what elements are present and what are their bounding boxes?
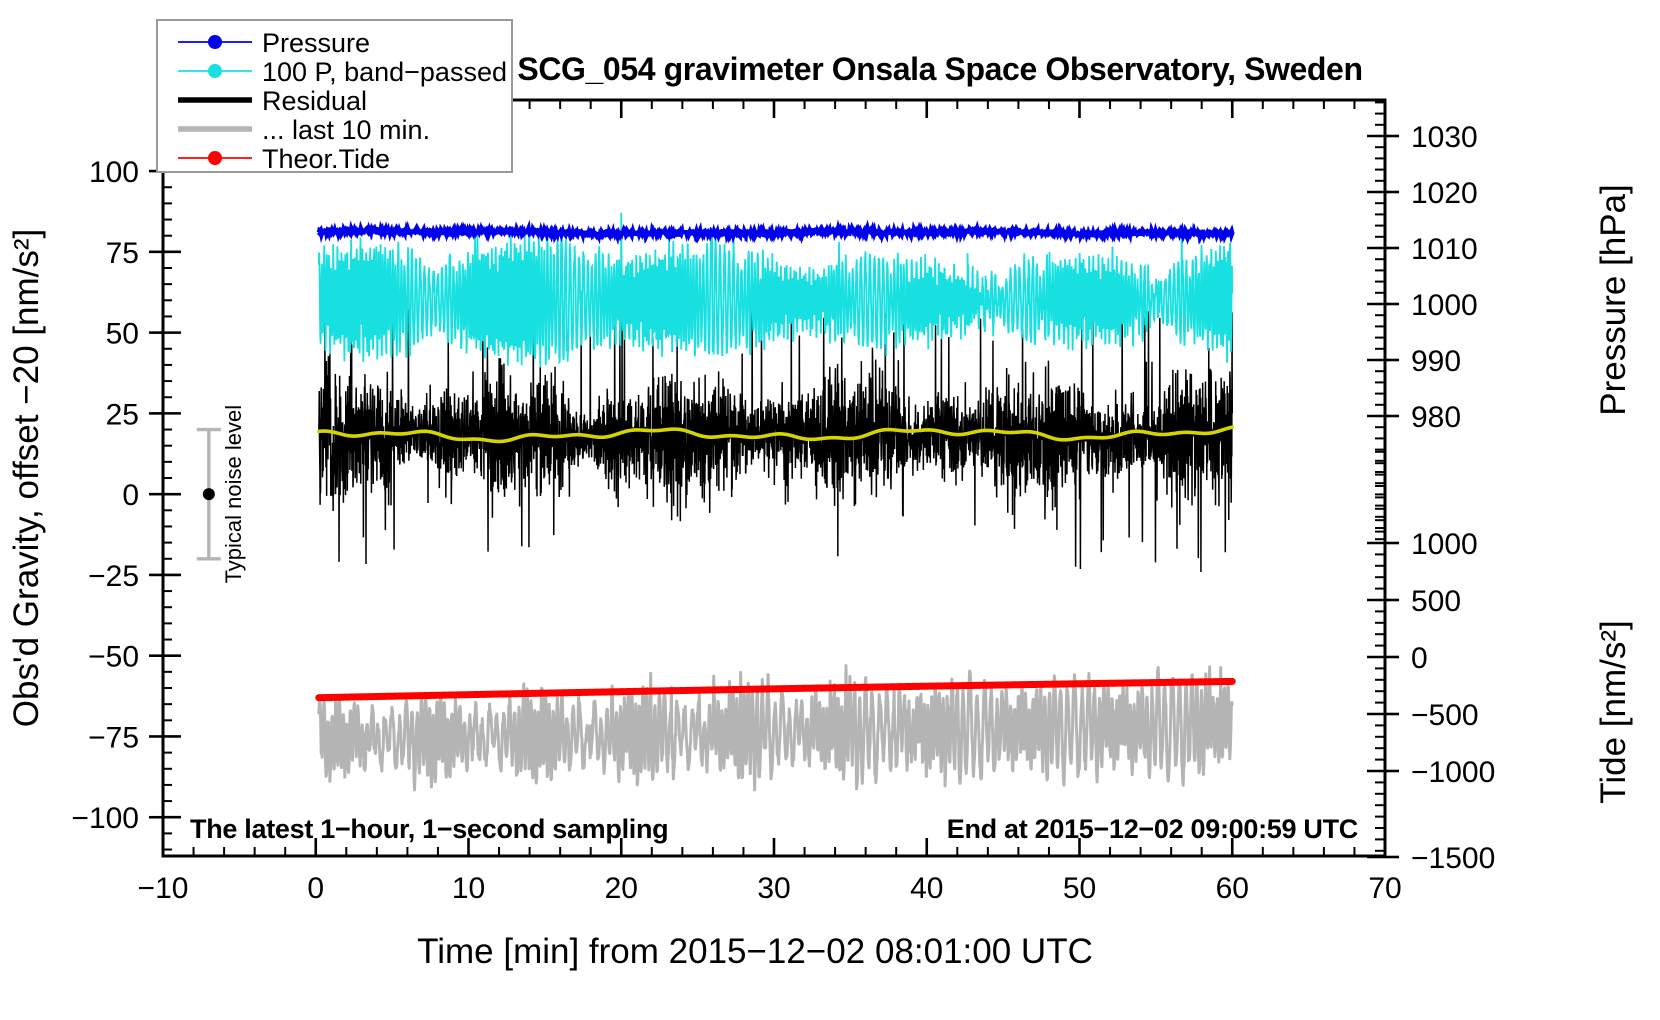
x-tick-label: 40	[910, 872, 943, 905]
y-tick-label-left: 100	[89, 156, 139, 189]
y-axis-left-title: Obs'd Gravity, offset −20 [nm/s²]	[7, 229, 46, 728]
y-tick-label-pressure: 1020	[1411, 177, 1478, 210]
legend-swatch-marker	[208, 35, 222, 49]
y-tick-label-left: 0	[122, 479, 139, 512]
chart-title: SCG_054 gravimeter Onsala Space Observat…	[517, 51, 1362, 87]
x-tick-label: 60	[1216, 872, 1249, 905]
typical-noise-level-marker: Typical noise level	[196, 405, 246, 584]
noise-center-dot	[202, 488, 215, 501]
y-tick-label-pressure: 980	[1411, 401, 1461, 434]
y-axis-right-tide-title: Tide [nm/s²]	[1594, 620, 1633, 803]
y-tick-label-left: −75	[88, 721, 139, 754]
y-tick-label-pressure: 1030	[1411, 121, 1478, 154]
y-tick-label-pressure: 1000	[1411, 289, 1478, 322]
axis-tick-labels-layer: −10 0 10 20 30 40 50 60 701007550250−25−50−75−10…	[71, 121, 1495, 905]
y-tick-label-tide: 1000	[1411, 528, 1478, 561]
y-tick-label-left: 75	[106, 237, 139, 270]
legend-item-label: ... last 10 min.	[262, 115, 430, 145]
x-tick-label: −10	[138, 872, 189, 905]
y-tick-label-tide: −500	[1411, 699, 1479, 732]
x-tick-label: 10	[452, 872, 485, 905]
y-tick-label-tide: 0	[1411, 642, 1428, 675]
legend-item-label: 100 P, band−passed	[262, 57, 507, 87]
noise-level-label: Typical noise level	[221, 405, 246, 584]
y-tick-label-left: 50	[106, 318, 139, 351]
x-tick-label: 0	[307, 872, 324, 905]
y-tick-label-left: −100	[71, 802, 139, 835]
annotation-end-time: End at 2015−12−02 09:00:59 UTC	[947, 814, 1358, 844]
legend-item-label: Pressure	[262, 28, 370, 58]
legend-item-label: Theor.Tide	[262, 144, 390, 174]
legend-item-label: Residual	[262, 86, 367, 116]
y-tick-label-left: −25	[88, 560, 139, 593]
x-axis-title: Time [min] from 2015−12−02 08:01:00 UTC	[417, 932, 1093, 971]
y-axis-right-pressure-title: Pressure [hPa]	[1594, 184, 1633, 416]
y-tick-label-pressure: 1010	[1411, 233, 1478, 266]
annotation-sampling: The latest 1−hour, 1−second sampling	[190, 814, 668, 844]
legend-swatch-marker	[208, 64, 222, 78]
y-tick-label-tide: −1000	[1411, 756, 1495, 789]
y-tick-label-left: 25	[106, 398, 139, 431]
y-tick-label-left: −50	[88, 641, 139, 674]
y-tick-label-tide: 500	[1411, 585, 1461, 618]
x-tick-label: 20	[605, 872, 638, 905]
y-tick-label-pressure: 990	[1411, 345, 1461, 378]
x-tick-label: 70	[1368, 872, 1401, 905]
data-series-layer	[315, 212, 1236, 792]
x-tick-label: 50	[1063, 872, 1096, 905]
x-tick-label: 30	[757, 872, 790, 905]
legend-swatch-marker	[208, 151, 222, 165]
y-tick-label-tide: −1500	[1411, 842, 1495, 875]
